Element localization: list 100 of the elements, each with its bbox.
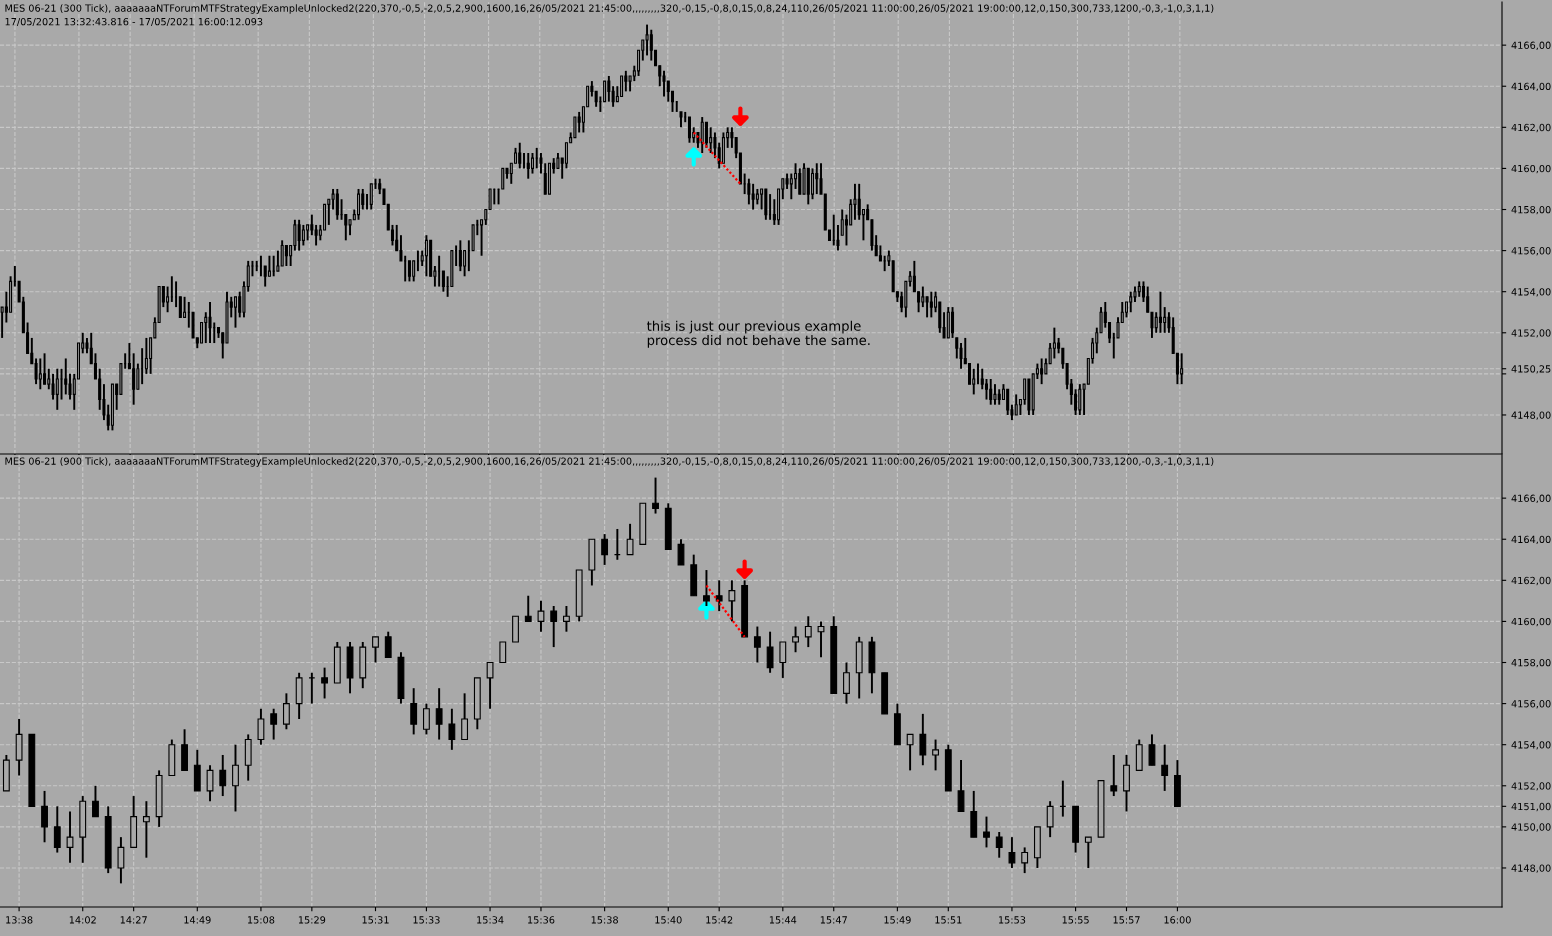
y-tick-label: 4148,00 [1511, 411, 1551, 420]
x-tick-label: 15:42 [706, 916, 733, 924]
candlestick [932, 738, 939, 772]
candlestick [564, 141, 568, 170]
candlestick [518, 141, 522, 170]
candlestick [301, 223, 305, 247]
candlestick [704, 121, 708, 149]
candlestick [1052, 326, 1056, 360]
y-tick-label: 4151,00 [1511, 802, 1551, 812]
candlestick [410, 687, 418, 736]
chart-title: MES 06-21 (300 Tick), aaaaaaaNTForumMTFStrategyExampleUnlocked2(220,370,-0,5,-2,0,5,2,900,1600,16,26/05/2021 21:45:00,,,,,,,,,320,-0,15,-0,8,0,15,0,8,24,110,26/05/2021 11:00:00,26/05/2021 19:00:00,12,0,150,300,733,1200,-0,3,-1,0,3,1,1) [5, 4, 1214, 14]
x-tick-label: 15:29 [298, 916, 326, 924]
candlestick [524, 594, 532, 623]
x-tick-label: 15:55 [1062, 916, 1089, 924]
candlestick [550, 605, 558, 649]
candlestick [984, 378, 988, 401]
candlestick [384, 630, 392, 659]
x-tick-label: 15:47 [820, 916, 847, 924]
candlestick [357, 187, 361, 221]
y-tick-label: 4156,00 [1511, 247, 1551, 256]
candlestick [403, 254, 407, 283]
candlestick [272, 254, 276, 278]
candlestick [537, 599, 545, 633]
candlestick [178, 295, 182, 319]
candlestick [335, 187, 339, 221]
candlestick [372, 635, 379, 664]
x-tick-label: 15:38 [591, 916, 618, 924]
candlestick [144, 336, 148, 375]
candlestick [232, 743, 239, 813]
candlestick [310, 213, 314, 237]
y-tick-label: 4150,25 [1511, 365, 1551, 374]
candlestick [331, 187, 335, 211]
candlestick [1084, 836, 1092, 869]
y-tick-label: 4164,00 [1511, 535, 1551, 545]
candlestick [779, 640, 787, 679]
candlestick [620, 75, 624, 98]
candlestick [183, 295, 187, 319]
y-tick-label: 4154,00 [1511, 288, 1551, 297]
candlestick [817, 620, 825, 659]
candlestick [142, 800, 150, 859]
y-tick-label: 4160,00 [1511, 164, 1551, 174]
y-tick-label: 4158,00 [1511, 658, 1551, 668]
candlestick [649, 28, 653, 62]
candlestick [51, 372, 55, 401]
candlestick [983, 815, 990, 849]
candlestick [47, 367, 51, 391]
candlestick [293, 218, 297, 252]
candlestick [55, 367, 59, 411]
x-tick-label: 15:34 [477, 916, 504, 924]
candlestick [1078, 383, 1082, 416]
x-tick-label: 13:38 [6, 916, 33, 924]
candlestick [492, 187, 496, 206]
candlestick [1008, 836, 1016, 869]
candlestick [925, 295, 929, 319]
candlestick [1124, 300, 1129, 319]
candlestick [282, 692, 290, 731]
candlestick [204, 311, 208, 345]
candlestick [687, 116, 691, 144]
candlestick [957, 759, 965, 813]
candlestick [34, 357, 38, 386]
candlestick [458, 239, 462, 273]
candlestick [811, 167, 815, 201]
candlestick [677, 538, 685, 566]
x-tick-label: 15:53 [999, 916, 1026, 924]
candlestick [407, 259, 411, 283]
candlestick [789, 172, 793, 201]
candlestick [1180, 352, 1184, 386]
candlestick [747, 177, 751, 206]
candlestick [284, 244, 288, 267]
candlestick [989, 378, 993, 406]
candlestick [463, 249, 467, 278]
candlestick [607, 74, 611, 103]
candlestick [66, 810, 74, 864]
candlestick [1006, 388, 1010, 416]
y-tick-label: 4156,00 [1511, 700, 1551, 709]
candlestick [601, 533, 609, 566]
candlestick [238, 290, 242, 319]
candlestick [645, 23, 649, 57]
candlestick [38, 357, 42, 391]
candlestick [321, 666, 329, 700]
y-tick-label: 4164,00 [1511, 82, 1551, 92]
candlestick [1040, 357, 1044, 386]
x-tick-label: 14:02 [69, 916, 96, 924]
chart-title: MES 06-21 (900 Tick), aaaaaaaNTForumMTFStrategyExampleUnlocked2(220,370,-0,5,-2,0,5,2,900,1600,16,26/05/2021 21:45:00,,,,,,,,,320,-0,15,-0,8,0,15,0,8,24,110,26/05/2021 11:00:00,26/05/2021 19:00:00,12,0,150,300,733,1200,-0,3,-1,0,3,1,1) [5, 457, 1214, 467]
candlestick [166, 285, 170, 314]
candlestick [1158, 290, 1162, 334]
candlestick [993, 383, 997, 406]
candlestick [717, 141, 721, 170]
candlestick [369, 182, 373, 211]
candlestick [995, 831, 1003, 859]
candlestick [416, 249, 420, 273]
candlestick [276, 249, 280, 273]
x-tick-label: 15:49 [884, 916, 911, 924]
candlestick [132, 352, 136, 406]
candlestick [1148, 733, 1156, 767]
y-tick-label: 4158,00 [1511, 205, 1551, 215]
candlestick [626, 522, 634, 556]
candlestick [906, 733, 914, 772]
candlestick [1021, 846, 1029, 875]
candlestick [64, 357, 68, 396]
